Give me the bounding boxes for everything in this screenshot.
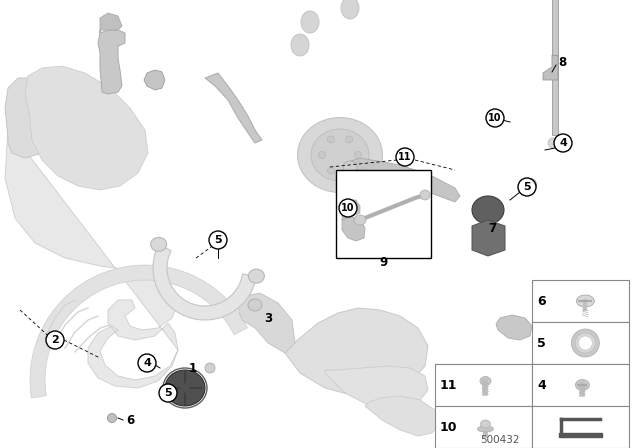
Ellipse shape	[477, 426, 493, 432]
Text: 8: 8	[558, 56, 566, 69]
Polygon shape	[285, 308, 428, 396]
Ellipse shape	[524, 178, 536, 191]
Ellipse shape	[161, 389, 173, 401]
Polygon shape	[25, 66, 148, 190]
Ellipse shape	[354, 215, 366, 225]
Circle shape	[579, 336, 593, 350]
Ellipse shape	[577, 295, 595, 307]
Ellipse shape	[527, 181, 534, 189]
Text: 10: 10	[488, 113, 502, 123]
Text: 7: 7	[488, 221, 496, 234]
Text: 11: 11	[398, 152, 412, 162]
Circle shape	[575, 333, 595, 353]
Text: 4: 4	[559, 138, 567, 148]
Bar	[435, 364, 532, 406]
Bar	[435, 406, 532, 448]
Polygon shape	[496, 315, 532, 340]
Circle shape	[328, 167, 335, 174]
Polygon shape	[5, 128, 178, 388]
Circle shape	[572, 329, 599, 357]
Ellipse shape	[575, 379, 589, 391]
Ellipse shape	[163, 392, 170, 399]
Ellipse shape	[298, 117, 383, 193]
Polygon shape	[153, 245, 257, 320]
Ellipse shape	[150, 237, 166, 251]
Polygon shape	[144, 70, 165, 90]
Polygon shape	[534, 290, 568, 320]
Text: 10: 10	[341, 203, 355, 213]
Ellipse shape	[480, 376, 491, 385]
Polygon shape	[30, 265, 248, 398]
Ellipse shape	[311, 129, 369, 181]
Circle shape	[46, 331, 64, 349]
Bar	[552, 55, 558, 135]
Circle shape	[319, 151, 326, 159]
Polygon shape	[238, 293, 295, 353]
Text: 1: 1	[189, 362, 197, 375]
Polygon shape	[342, 216, 365, 241]
Ellipse shape	[165, 370, 205, 406]
Bar	[532, 280, 629, 322]
Ellipse shape	[472, 196, 504, 224]
Ellipse shape	[481, 420, 490, 428]
Text: 4: 4	[143, 358, 151, 368]
Polygon shape	[559, 433, 602, 437]
Circle shape	[346, 167, 353, 174]
Ellipse shape	[420, 190, 430, 200]
Bar	[336, 170, 431, 258]
Polygon shape	[365, 396, 440, 436]
Circle shape	[339, 199, 357, 217]
Circle shape	[346, 136, 353, 143]
Ellipse shape	[343, 161, 357, 173]
Polygon shape	[543, 55, 558, 80]
Text: 3: 3	[264, 311, 272, 324]
Polygon shape	[5, 78, 60, 158]
Circle shape	[209, 231, 227, 249]
Circle shape	[396, 148, 414, 166]
Ellipse shape	[291, 34, 309, 56]
Text: 11: 11	[440, 379, 458, 392]
Text: 5: 5	[537, 336, 546, 349]
Text: 6: 6	[126, 414, 134, 426]
Circle shape	[355, 151, 362, 159]
Text: 500432: 500432	[480, 435, 520, 445]
Polygon shape	[552, 0, 563, 55]
Polygon shape	[100, 13, 122, 33]
Text: 5: 5	[523, 182, 531, 192]
Polygon shape	[325, 366, 428, 410]
Circle shape	[486, 109, 504, 127]
Text: 5: 5	[214, 235, 222, 245]
Ellipse shape	[248, 299, 262, 311]
Ellipse shape	[301, 11, 319, 33]
Circle shape	[554, 134, 572, 152]
Polygon shape	[348, 158, 460, 202]
Ellipse shape	[341, 0, 359, 19]
Text: 6: 6	[537, 294, 546, 307]
Bar	[532, 322, 629, 364]
Ellipse shape	[205, 363, 215, 373]
Text: 4: 4	[537, 379, 546, 392]
Text: 2: 2	[51, 335, 59, 345]
Polygon shape	[205, 73, 262, 143]
Ellipse shape	[548, 138, 558, 148]
Circle shape	[328, 136, 335, 143]
Text: 9: 9	[379, 255, 387, 268]
Circle shape	[159, 384, 177, 402]
Polygon shape	[98, 30, 125, 94]
Circle shape	[138, 354, 156, 372]
Text: 10: 10	[440, 421, 458, 434]
Polygon shape	[472, 220, 505, 256]
Ellipse shape	[108, 414, 116, 422]
Text: 5: 5	[164, 388, 172, 398]
Bar	[532, 364, 629, 406]
Polygon shape	[342, 200, 360, 220]
Circle shape	[518, 178, 536, 196]
Bar	[532, 406, 629, 448]
Ellipse shape	[248, 269, 264, 283]
